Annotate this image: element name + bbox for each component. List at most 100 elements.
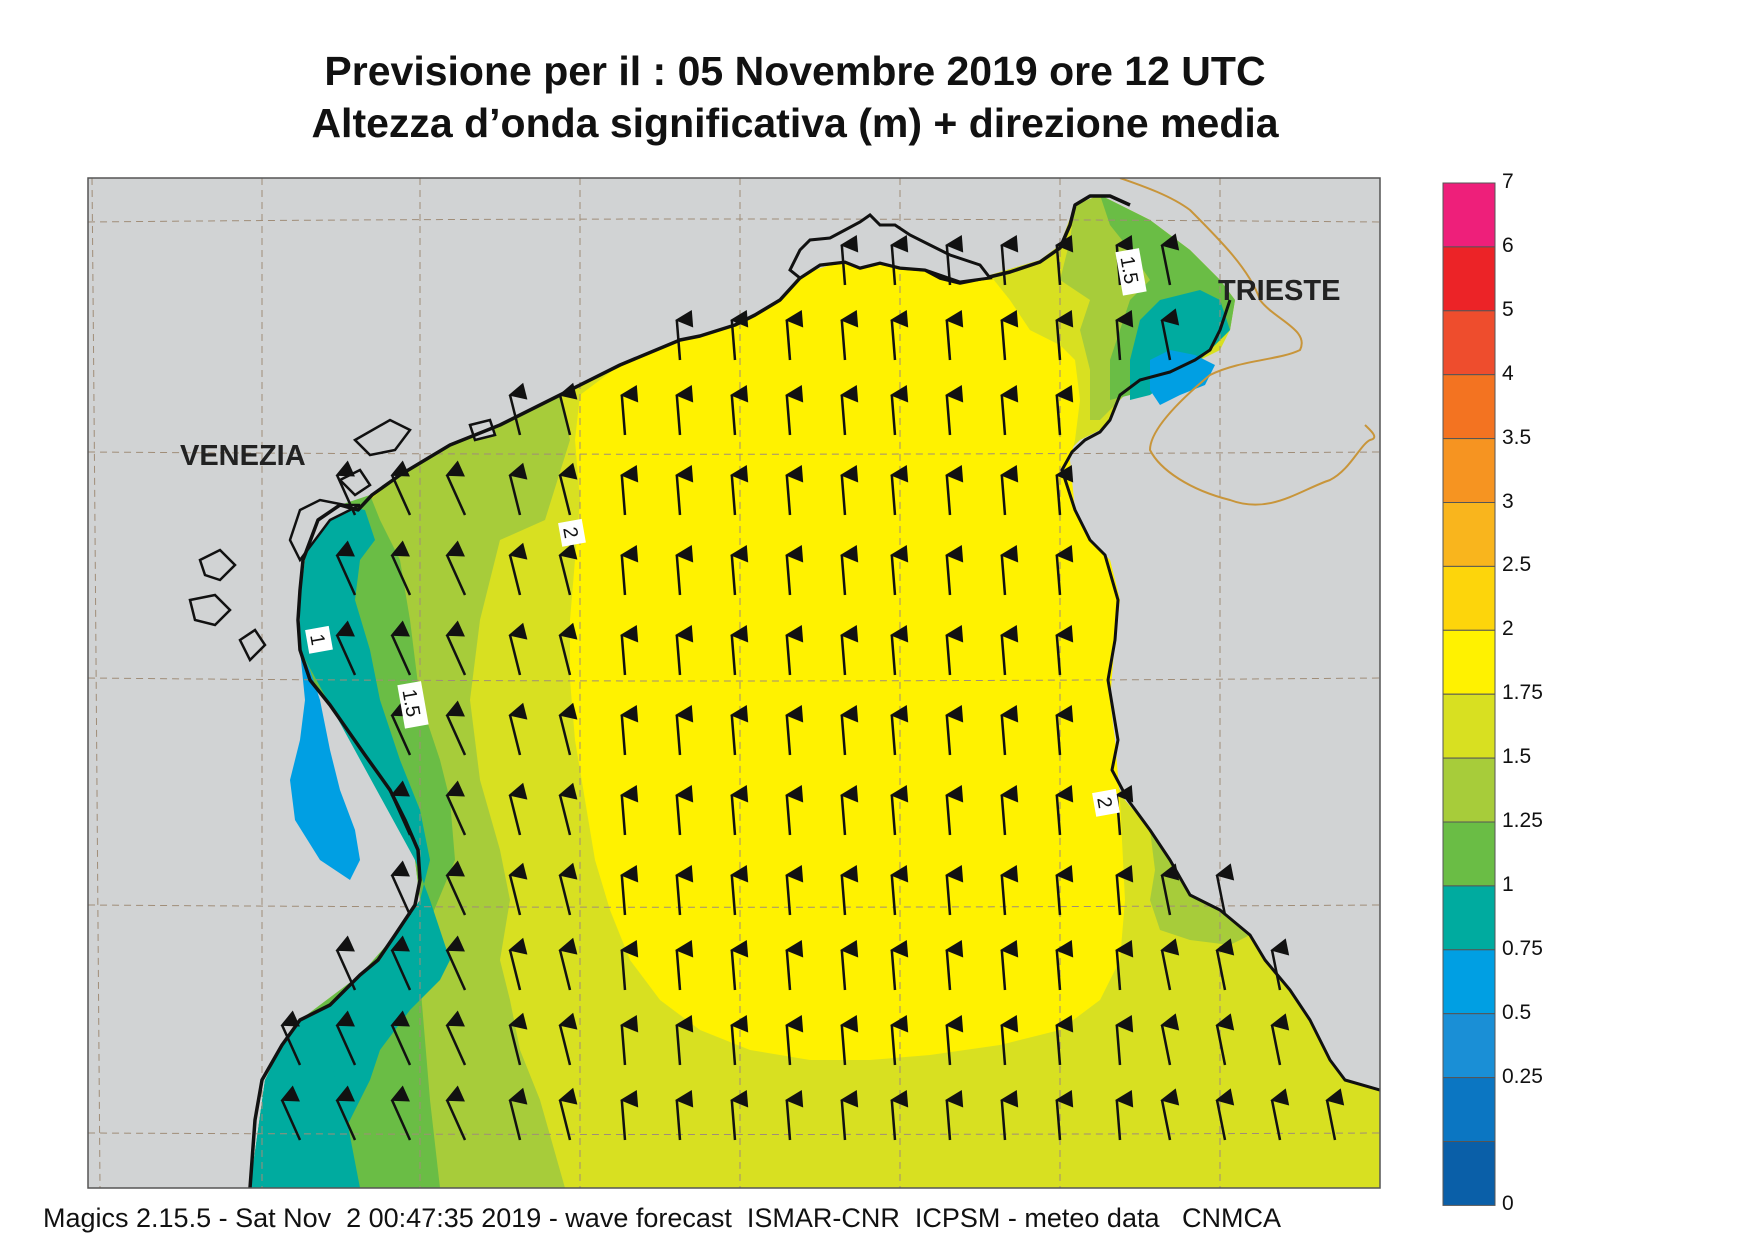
colorbar-label: 0.25 <box>1502 1064 1543 1088</box>
wave-arrow <box>785 705 804 756</box>
contour-label-2-east: 2 <box>1092 795 1116 810</box>
wave-arrow <box>945 625 964 676</box>
wave-arrow <box>1000 1015 1019 1066</box>
colorbar-cell-3 <box>1442 502 1496 567</box>
wave-arrow <box>1000 465 1019 516</box>
wave-arrow <box>1160 938 1180 991</box>
national-border <box>1119 178 1376 506</box>
wave-arrow <box>390 1085 412 1141</box>
colorbar-label: 4 <box>1502 361 1514 385</box>
colorbar-label: 1.5 <box>1502 745 1532 769</box>
wave-arrow <box>445 780 467 836</box>
wave-arrow <box>390 1010 412 1066</box>
wave-arrow <box>1270 1088 1290 1141</box>
band-0.75-west <box>290 650 360 880</box>
wave-arrow <box>558 782 578 836</box>
wave-arrow <box>675 940 694 991</box>
wave-arrow <box>390 780 412 836</box>
contour-label-1.5-ne: 1.5 <box>1115 255 1141 286</box>
colorbar-cell-1.5 <box>1442 757 1496 823</box>
wave-arrow <box>785 310 804 361</box>
wave-arrow <box>558 702 578 756</box>
wave-arrow <box>280 1085 302 1141</box>
wave-arrow <box>675 865 694 916</box>
wave-arrow <box>1055 310 1074 361</box>
wave-arrow <box>945 1090 964 1141</box>
band-0.75-ne <box>1150 350 1215 405</box>
contour-label-2-west: 2 <box>558 525 582 540</box>
wave-arrow <box>1270 938 1290 991</box>
wave-arrow <box>508 782 528 836</box>
wave-arrow <box>785 785 804 836</box>
wave-arrow <box>840 1090 859 1141</box>
wave-arrow <box>508 702 528 756</box>
place-label-venezia: VENEZIA <box>180 440 306 472</box>
colorbar-cell-2.5 <box>1442 565 1496 631</box>
colorbar <box>1442 182 1496 1206</box>
wave-arrow <box>1000 310 1019 361</box>
wave-arrow <box>890 465 909 516</box>
wave-arrow <box>1055 465 1074 516</box>
wave-arrow <box>730 940 749 991</box>
wave-arrow <box>840 705 859 756</box>
wave-arrow <box>558 862 578 916</box>
colorbar-label: 0.5 <box>1502 1000 1532 1024</box>
wave-arrow <box>730 705 749 756</box>
contour-label-1.5-west: 1.5 <box>397 688 423 719</box>
wave-arrow <box>1055 545 1074 596</box>
wave-arrow <box>785 545 804 596</box>
wave-arrow <box>508 382 528 436</box>
wave-arrow <box>1160 1088 1180 1141</box>
wave-arrow <box>890 1090 909 1141</box>
colorbar-label: 1.75 <box>1502 681 1543 705</box>
wave-arrow <box>945 785 964 836</box>
wave-arrow <box>675 1090 694 1141</box>
wave-arrow <box>508 1012 528 1066</box>
wave-arrow <box>890 1015 909 1066</box>
wave-arrow <box>445 935 467 991</box>
colorbar-cell-4 <box>1442 374 1496 440</box>
colorbar-label: 3 <box>1502 489 1514 513</box>
colorbar-cell-1.25 <box>1442 821 1496 887</box>
wave-arrow <box>890 940 909 991</box>
wave-arrow <box>1215 1088 1235 1141</box>
colorbar-label: 2 <box>1502 617 1514 641</box>
wave-arrow <box>1160 233 1180 286</box>
wave-arrow <box>840 865 859 916</box>
wave-arrow <box>335 540 357 596</box>
wave-arrow <box>675 705 694 756</box>
map-frame <box>87 177 1381 1189</box>
wave-arrow <box>1000 1090 1019 1141</box>
wave-arrow <box>1055 625 1074 676</box>
colorbar-label: 0.75 <box>1502 936 1543 960</box>
wave-arrow <box>620 545 639 596</box>
wave-arrow <box>730 1015 749 1066</box>
wave-arrow <box>785 625 804 676</box>
wave-arrow <box>558 622 578 676</box>
footer-credits: Magics 2.15.5 - Sat Nov 2 00:47:35 2019 … <box>43 1203 1281 1233</box>
colorbar-label: 0 <box>1502 1192 1514 1216</box>
wave-arrow <box>890 385 909 436</box>
wave-arrow <box>675 785 694 836</box>
wave-arrow <box>445 1085 467 1141</box>
wave-arrow <box>1000 235 1019 286</box>
wave-arrow <box>508 542 528 596</box>
wave-arrow <box>890 705 909 756</box>
wave-arrow <box>675 1015 694 1066</box>
wave-arrow <box>785 1015 804 1066</box>
wave-arrow <box>390 460 412 516</box>
wave-arrow <box>945 235 964 286</box>
wave-arrow <box>890 625 909 676</box>
colorbar-cell-0.75 <box>1442 949 1496 1015</box>
wave-arrow <box>1055 1015 1074 1066</box>
wave-arrow <box>730 310 749 361</box>
wave-arrow <box>335 460 357 516</box>
colorbar-cell-5 <box>1442 310 1496 376</box>
colorbar-label: 6 <box>1502 233 1514 257</box>
wave-arrow <box>945 1015 964 1066</box>
wave-arrow <box>730 625 749 676</box>
wave-arrow <box>1000 625 1019 676</box>
wave-arrow <box>558 462 578 516</box>
colorbar-cell-3.5 <box>1442 438 1496 504</box>
wave-arrow <box>1115 310 1134 361</box>
